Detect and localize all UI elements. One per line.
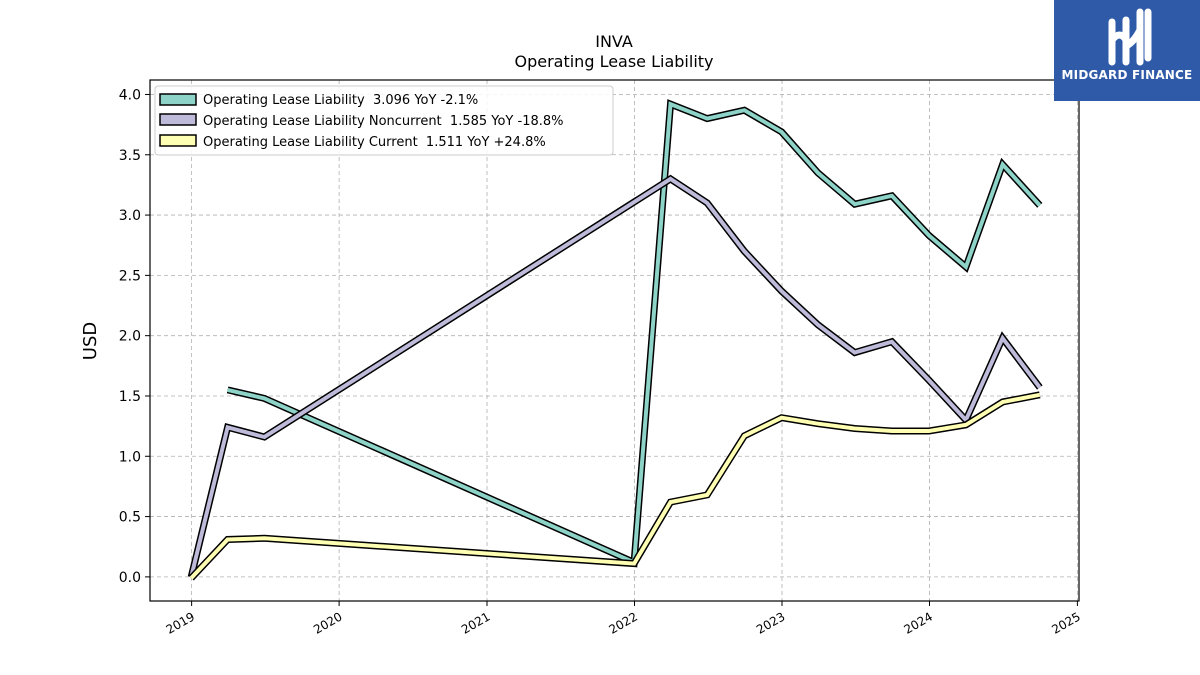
legend-entry-1: Operating Lease Liability Noncurrent 1.5… <box>203 114 564 129</box>
legend-box <box>154 85 614 156</box>
y-tick-label: 4.0 <box>119 87 141 103</box>
x-tick-label: 2024 <box>902 609 935 636</box>
brand-name: MIDGARD FINANCE <box>1061 68 1193 82</box>
y-tick-label: 3.5 <box>119 148 141 164</box>
series-line-1 <box>189 176 1042 578</box>
chart-title: INVA <box>595 32 633 51</box>
series-outline-1 <box>187 174 1043 578</box>
x-tick-label: 2025 <box>1049 609 1082 636</box>
grid-lines <box>150 80 1079 601</box>
y-axis-ticks: 0.0 0.5 1.0 1.5 2.0 2.5 3.0 3.5 4.0 <box>119 87 150 586</box>
brand-logo: MIDGARD FINANCE <box>1054 0 1200 101</box>
y-tick-label: 0.5 <box>119 510 141 526</box>
x-tick-label: 2020 <box>311 609 344 636</box>
legend-swatch-1 <box>159 113 197 126</box>
chart-subtitle: Operating Lease Liability <box>514 52 713 71</box>
series-line-0 <box>227 101 1042 566</box>
x-tick-label: 2019 <box>164 609 197 636</box>
y-tick-label: 1.5 <box>119 389 141 405</box>
y-axis-label: USD <box>80 322 101 360</box>
x-tick-label: 2023 <box>754 609 787 636</box>
midgard-logo-icon <box>1108 8 1152 66</box>
y-tick-label: 2.0 <box>119 329 141 345</box>
series-lines <box>187 99 1043 581</box>
x-tick-label: 2022 <box>607 609 640 636</box>
legend-swatch-0 <box>159 93 197 106</box>
plot-frame <box>149 79 1080 602</box>
x-axis-ticks: 2019 2020 2021 2022 2023 2024 2025 <box>164 601 1083 637</box>
y-tick-label: 0.0 <box>119 570 141 586</box>
y-tick-label: 1.0 <box>119 449 141 465</box>
series-outline-0 <box>226 99 1043 568</box>
legend-swatch-2 <box>159 134 197 147</box>
y-tick-label: 2.5 <box>119 268 141 284</box>
legend-entry-0: Operating Lease Liability 3.096 YoY -2.1… <box>203 93 478 108</box>
series-line-2 <box>189 392 1041 580</box>
y-tick-label: 3.0 <box>119 208 141 224</box>
legend: Operating Lease Liability 3.096 YoY -2.1… <box>154 85 614 156</box>
x-tick-label: 2021 <box>459 609 492 636</box>
legend-entry-2: Operating Lease Liability Current 1.511 … <box>203 135 546 150</box>
